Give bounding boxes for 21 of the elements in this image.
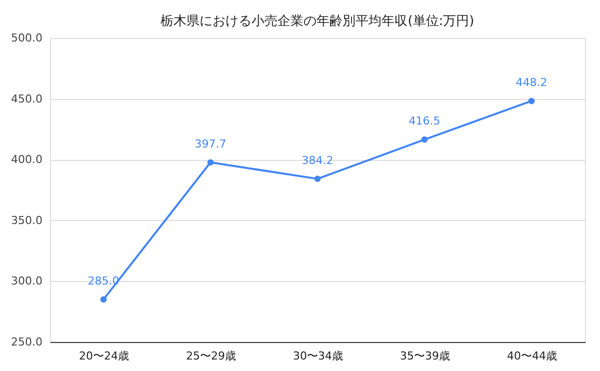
data-label: 448.2 bbox=[516, 76, 548, 89]
point bbox=[100, 296, 107, 303]
point bbox=[314, 176, 321, 182]
x-tick-label: 40〜44歳 bbox=[507, 350, 557, 362]
x-tick-label: 25〜29歳 bbox=[186, 350, 236, 362]
data-label: 416.5 bbox=[408, 114, 440, 128]
chart-title: 栃木県における小売企業の年齢別平均年収(単位:万円) bbox=[160, 14, 474, 29]
point bbox=[207, 159, 214, 166]
x-tick-label: 35〜39歳 bbox=[400, 350, 450, 362]
y-tick-label: 450.0 bbox=[11, 92, 42, 106]
data-label: 384.2 bbox=[302, 154, 334, 167]
y-tick-label: 250.0 bbox=[11, 336, 42, 348]
y-tick-label: 300.0 bbox=[11, 274, 42, 288]
x-tick-label: 30〜34歳 bbox=[293, 350, 343, 362]
y-tick-label: 350.0 bbox=[11, 214, 42, 227]
y-tick-label: 500.0 bbox=[11, 32, 42, 44]
x-tick-label: 20〜24歳 bbox=[79, 350, 129, 362]
point bbox=[421, 136, 428, 143]
point bbox=[528, 98, 535, 104]
y-tick-label: 400.0 bbox=[11, 153, 42, 166]
data-label: 397.7 bbox=[194, 137, 226, 150]
